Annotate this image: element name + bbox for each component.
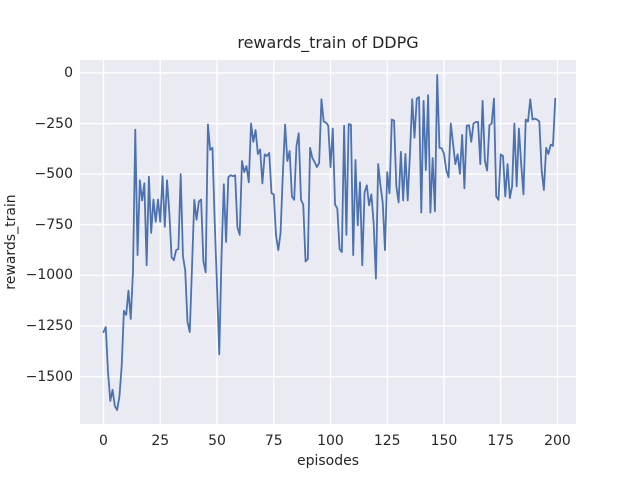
y-tick-label: −250: [34, 115, 73, 132]
y-tick-label: −750: [34, 216, 73, 233]
x-tick-label: 75: [264, 433, 283, 449]
x-axis-label: episodes: [296, 453, 360, 469]
x-tick-label: 125: [373, 433, 401, 449]
line-chart-svg: [80, 60, 576, 424]
x-tick-label: 175: [487, 433, 515, 449]
x-tick-label: 25: [151, 433, 170, 449]
y-tick-label: −1500: [25, 368, 73, 385]
plot-background: [80, 60, 576, 424]
x-tick-label: 200: [544, 433, 571, 449]
x-tick-label: 150: [430, 433, 458, 449]
x-tick-label: 50: [208, 433, 226, 449]
plot-area: [80, 60, 576, 424]
chart-title: rewards_train of DDPG: [237, 33, 419, 52]
y-tick-label: 0: [64, 64, 73, 81]
x-tick-label: 0: [99, 433, 108, 449]
data-line-rewards_train: [102, 74, 557, 411]
x-tick-label: 100: [317, 433, 344, 449]
y-tick-label: −500: [34, 166, 73, 183]
y-tick-label: −1000: [25, 267, 73, 284]
y-tick-label: −1250: [25, 318, 73, 334]
